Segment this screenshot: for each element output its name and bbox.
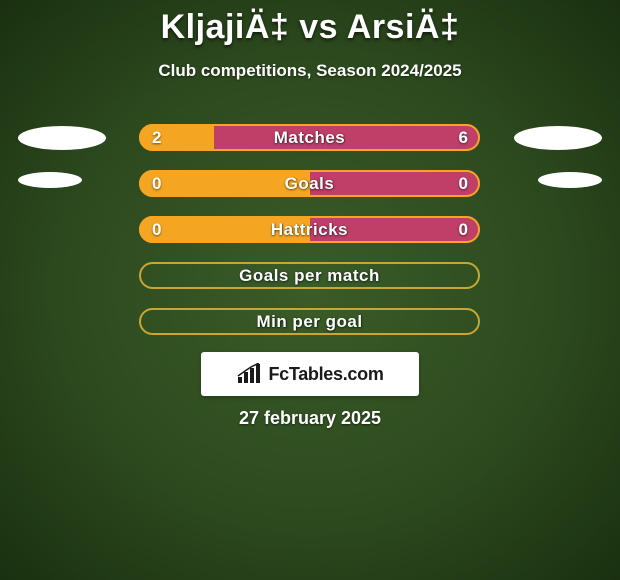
stat-value-right: 6: [459, 124, 468, 151]
stat-label: Matches: [139, 124, 480, 151]
right-player-badge: [538, 172, 602, 188]
stat-label: Goals per match: [139, 262, 480, 289]
stat-value-left: 2: [152, 124, 161, 151]
page-subtitle: Club competitions, Season 2024/2025: [0, 61, 620, 81]
stat-row: Min per goal: [0, 304, 620, 350]
stat-row: Goals per match: [0, 258, 620, 304]
stat-value-right: 0: [459, 170, 468, 197]
stat-label: Goals: [139, 170, 480, 197]
left-player-badge: [18, 126, 106, 150]
brand-bars-icon: [236, 363, 262, 385]
stat-label: Min per goal: [139, 308, 480, 335]
stat-row: Goals0 0: [0, 166, 620, 212]
brand-text: FcTables.com: [268, 364, 383, 385]
left-player-badge: [18, 172, 82, 188]
stat-bars: Matches26Goals00Hattricks00Goals per mat…: [0, 120, 620, 350]
brand-card[interactable]: FcTables.com: [201, 352, 419, 396]
right-player-badge: [514, 126, 602, 150]
stat-value-right: 0: [459, 216, 468, 243]
comparison-widget: KljajiÄ‡ vs ArsiÄ‡ Club competitions, Se…: [0, 0, 620, 580]
stat-label: Hattricks: [139, 216, 480, 243]
stat-row: Matches2 6: [0, 120, 620, 166]
stat-value-left: 0: [152, 216, 161, 243]
page-title: KljajiÄ‡ vs ArsiÄ‡: [0, 0, 620, 47]
date-line: 27 february 2025: [0, 408, 620, 429]
stat-row: Hattricks0 0: [0, 212, 620, 258]
stat-value-left: 0: [152, 170, 161, 197]
